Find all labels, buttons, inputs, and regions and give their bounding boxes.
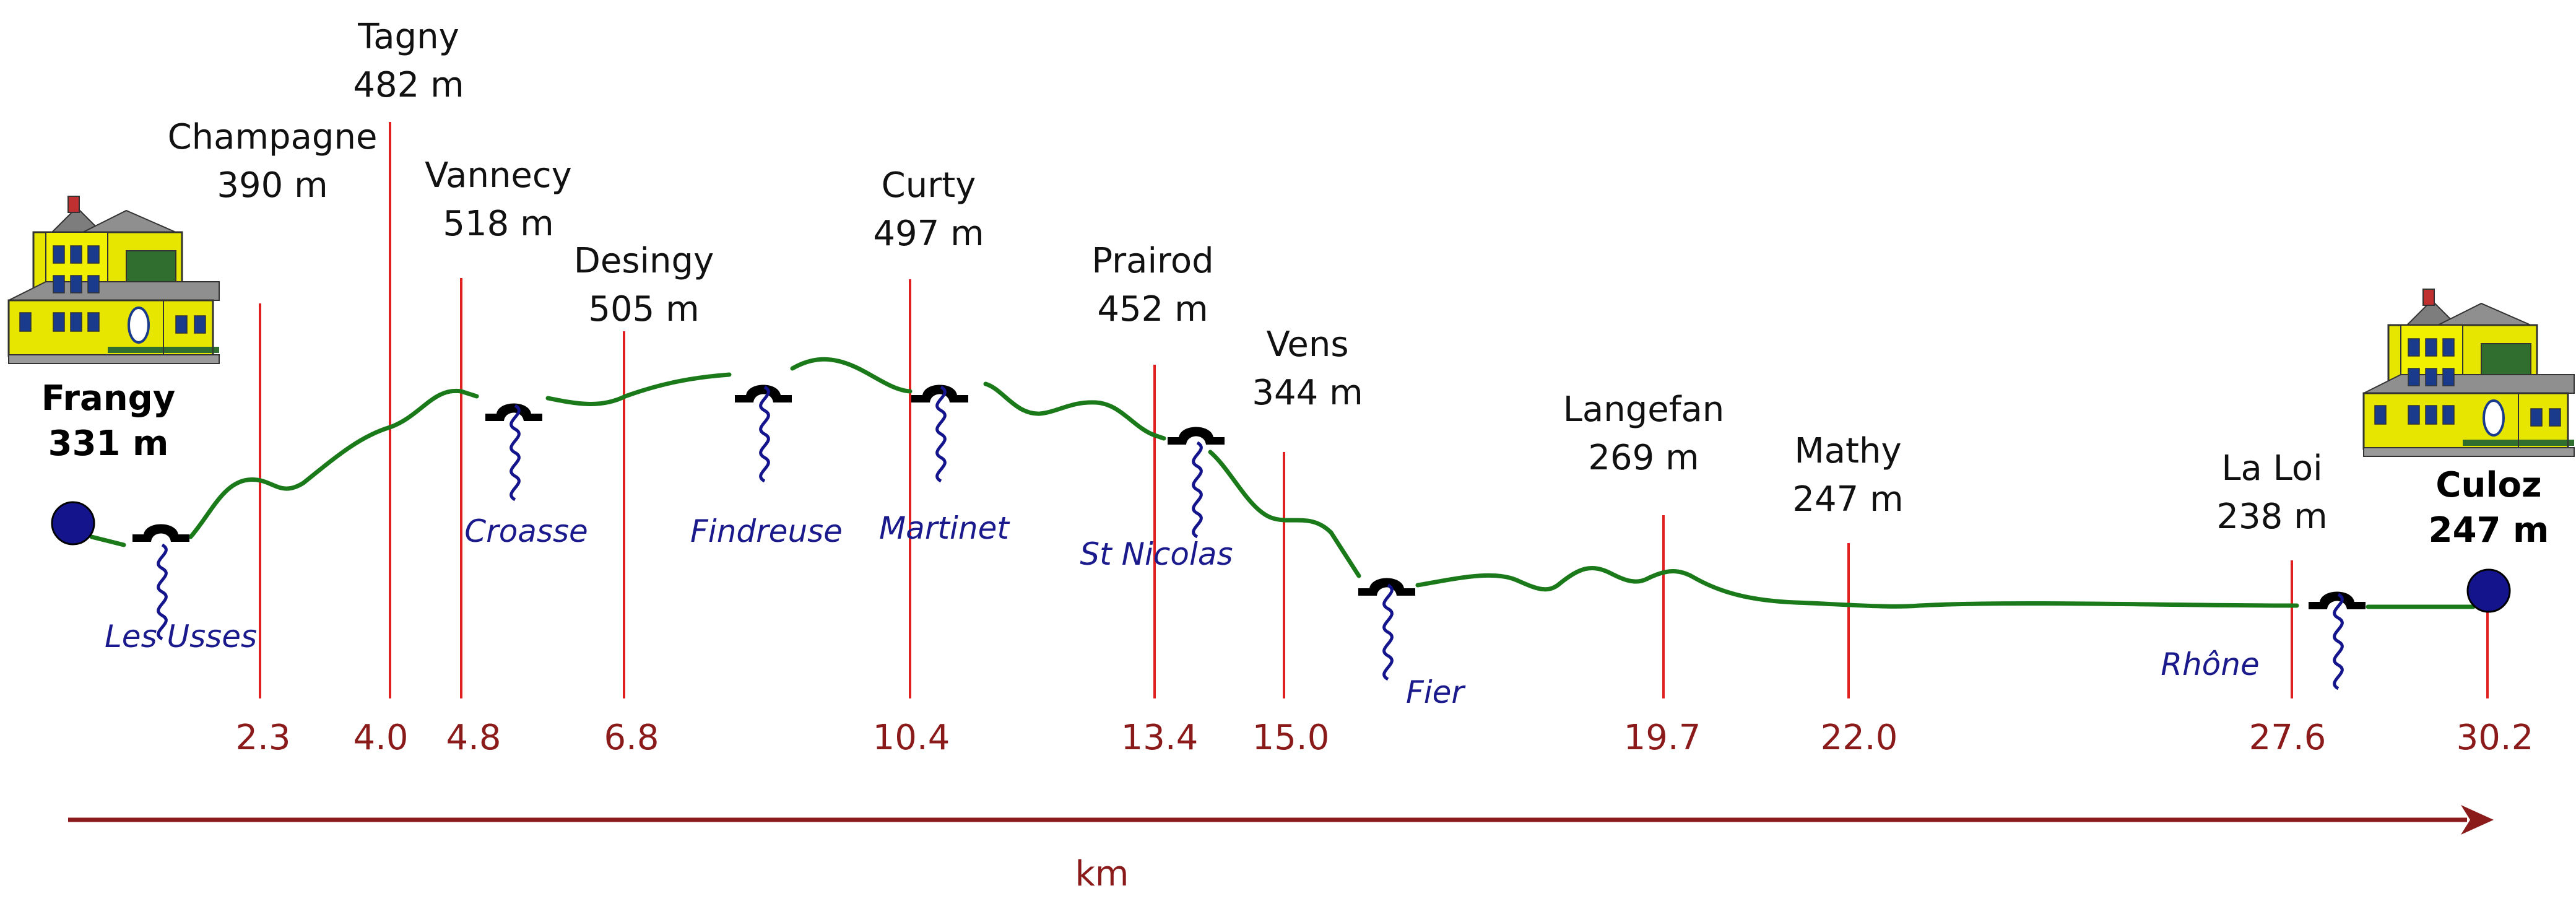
start-name: Frangy bbox=[41, 378, 176, 419]
elevation-profile bbox=[89, 357, 2476, 609]
place-name: Curty bbox=[882, 165, 976, 206]
place-name: Champagne bbox=[168, 117, 378, 157]
bridge-icon bbox=[1358, 578, 1415, 596]
km-tick-label: 4.8 bbox=[446, 718, 501, 758]
place-name: Mathy bbox=[1794, 431, 1901, 471]
river-label: Les Usses bbox=[105, 619, 257, 655]
place-altitude: 452 m bbox=[1097, 289, 1208, 329]
place-name: Vens bbox=[1266, 324, 1348, 365]
place-altitude: 518 m bbox=[443, 204, 553, 244]
km-tick-label: 30.2 bbox=[2457, 718, 2534, 758]
km-tick-label: 13.4 bbox=[1121, 718, 1199, 758]
km-tick-label: 22.0 bbox=[1821, 718, 1898, 758]
river-label: Findreuse bbox=[690, 513, 843, 549]
km-marker-lines bbox=[259, 122, 2489, 698]
place-name: Langefan bbox=[1563, 389, 1725, 430]
start-point-marker bbox=[51, 501, 95, 546]
end-name: Culoz bbox=[2435, 465, 2541, 505]
place-altitude: 390 m bbox=[217, 165, 327, 206]
km-tick-label: 4.0 bbox=[353, 718, 408, 758]
place-altitude: 238 m bbox=[2216, 497, 2327, 537]
place-altitude: 269 m bbox=[1588, 438, 1699, 478]
house-icon bbox=[2362, 288, 2575, 458]
km-tick-label: 15.0 bbox=[1252, 718, 1330, 758]
bridge-icon bbox=[132, 524, 189, 542]
river-label: Fier bbox=[1406, 674, 1466, 710]
river-label: St Nicolas bbox=[1080, 536, 1233, 572]
river-icon bbox=[2335, 594, 2343, 689]
river-label: Martinet bbox=[879, 510, 1010, 546]
place-altitude: 344 m bbox=[1252, 373, 1363, 413]
place-name: Tagny bbox=[357, 17, 459, 57]
end-altitude: 247 m bbox=[2429, 510, 2549, 550]
axis-label: km bbox=[1075, 854, 1129, 894]
river-icon bbox=[1194, 443, 1202, 537]
axis-arrowhead bbox=[2461, 805, 2494, 835]
river-label: Croasse bbox=[464, 513, 588, 549]
place-name: La Loi bbox=[2221, 448, 2322, 489]
km-tick-label: 2.3 bbox=[235, 718, 290, 758]
river-icon bbox=[937, 387, 945, 481]
start-altitude: 331 m bbox=[48, 424, 169, 464]
km-tick-label: 27.6 bbox=[2249, 718, 2327, 758]
river-label: Rhône bbox=[2161, 646, 2259, 682]
place-altitude: 505 m bbox=[588, 289, 699, 329]
end-point-marker bbox=[2466, 568, 2511, 613]
km-tick-label: 10.4 bbox=[873, 718, 950, 758]
place-altitude: 497 m bbox=[873, 214, 984, 254]
river-icon bbox=[511, 406, 519, 500]
place-name: Vannecy bbox=[425, 155, 572, 196]
bridge-icon bbox=[1168, 427, 1225, 445]
river-icon bbox=[1384, 585, 1392, 679]
place-altitude: 247 m bbox=[1792, 479, 1903, 520]
place-altitude: 482 m bbox=[353, 65, 464, 105]
place-name: Prairod bbox=[1091, 241, 1213, 281]
km-tick-label: 6.8 bbox=[604, 718, 659, 758]
house-icon bbox=[7, 195, 220, 365]
river-icon bbox=[761, 387, 769, 481]
km-tick-label: 19.7 bbox=[1624, 718, 1701, 758]
place-name: Desingy bbox=[574, 241, 714, 281]
